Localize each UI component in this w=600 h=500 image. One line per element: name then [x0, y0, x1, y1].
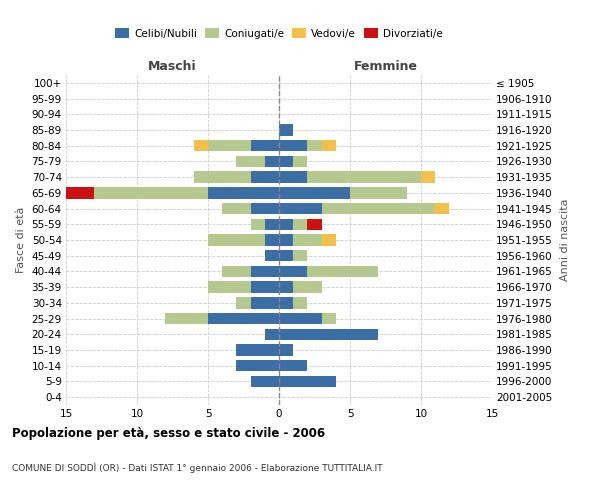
Bar — [166, 313, 208, 324]
Bar — [279, 124, 293, 136]
Text: Popolazione per età, sesso e stato civile - 2006: Popolazione per età, sesso e stato civil… — [12, 428, 325, 440]
Bar — [322, 203, 435, 214]
Bar — [307, 266, 379, 277]
Bar — [236, 156, 265, 167]
Bar — [194, 140, 208, 151]
Bar — [293, 156, 307, 167]
Text: Maschi: Maschi — [148, 60, 197, 72]
Bar — [208, 282, 251, 293]
Bar — [251, 203, 279, 214]
Bar — [251, 140, 279, 151]
Bar — [251, 172, 279, 183]
Bar — [265, 218, 279, 230]
Bar — [322, 234, 336, 246]
Bar — [279, 360, 307, 372]
Bar — [322, 313, 336, 324]
Bar — [236, 297, 251, 308]
Bar — [251, 266, 279, 277]
Bar — [279, 376, 336, 387]
Bar — [265, 250, 279, 262]
Bar — [279, 266, 307, 277]
Bar — [322, 140, 336, 151]
Text: Femmine: Femmine — [353, 60, 418, 72]
Bar — [222, 266, 251, 277]
Bar — [236, 360, 279, 372]
Bar — [208, 313, 279, 324]
Bar — [293, 297, 307, 308]
Bar — [307, 140, 322, 151]
Bar — [435, 203, 449, 214]
Bar — [279, 297, 293, 308]
Bar — [307, 218, 322, 230]
Bar — [236, 344, 279, 356]
Bar — [194, 172, 251, 183]
Bar — [279, 234, 293, 246]
Bar — [66, 187, 94, 198]
Bar — [251, 218, 265, 230]
Text: COMUNE DI SODDÌ (OR) - Dati ISTAT 1° gennaio 2006 - Elaborazione TUTTITALIA.IT: COMUNE DI SODDÌ (OR) - Dati ISTAT 1° gen… — [12, 462, 383, 473]
Bar — [279, 218, 293, 230]
Y-axis label: Fasce di età: Fasce di età — [16, 207, 26, 273]
Bar — [208, 140, 251, 151]
Bar — [279, 328, 379, 340]
Bar — [251, 376, 279, 387]
Bar — [279, 250, 293, 262]
Y-axis label: Anni di nascita: Anni di nascita — [560, 198, 570, 281]
Bar — [251, 282, 279, 293]
Bar — [421, 172, 435, 183]
Bar — [293, 218, 307, 230]
Bar — [265, 234, 279, 246]
Bar — [293, 234, 322, 246]
Legend: Celibi/Nubili, Coniugati/e, Vedovi/e, Divorziati/e: Celibi/Nubili, Coniugati/e, Vedovi/e, Di… — [111, 24, 447, 42]
Bar — [350, 187, 407, 198]
Bar — [94, 187, 208, 198]
Bar — [279, 172, 307, 183]
Bar — [279, 203, 322, 214]
Bar — [293, 282, 322, 293]
Bar — [251, 297, 279, 308]
Bar — [265, 328, 279, 340]
Bar — [208, 234, 265, 246]
Bar — [279, 313, 322, 324]
Bar — [208, 187, 279, 198]
Bar — [293, 250, 307, 262]
Bar — [265, 156, 279, 167]
Bar — [279, 187, 350, 198]
Bar — [222, 203, 251, 214]
Bar — [279, 282, 293, 293]
Bar — [279, 344, 293, 356]
Bar — [307, 172, 421, 183]
Bar — [279, 156, 293, 167]
Bar — [279, 140, 307, 151]
